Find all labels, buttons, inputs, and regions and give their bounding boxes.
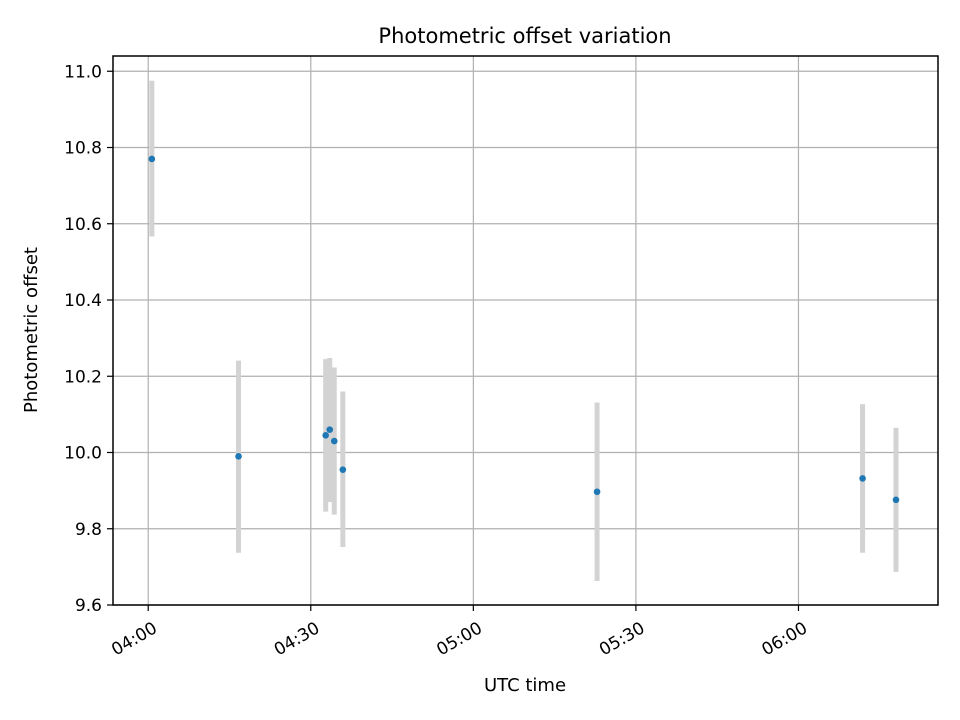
- grid: [113, 56, 938, 606]
- data-points: [148, 155, 900, 504]
- x-axis-label: UTC time: [484, 675, 566, 696]
- y-tick-label: 10.2: [64, 367, 102, 387]
- y-tick-label: 10.8: [64, 139, 102, 159]
- data-point: [593, 488, 601, 496]
- data-point: [235, 453, 242, 460]
- data-point: [859, 475, 866, 482]
- y-tick-label: 9.8: [75, 520, 102, 540]
- y-tick-label: 10.6: [64, 215, 102, 235]
- y-tick-label: 10.0: [64, 444, 102, 464]
- data-point: [892, 496, 900, 504]
- data-point: [330, 437, 338, 445]
- y-tick-label: 11.0: [64, 62, 102, 82]
- data-point: [148, 155, 156, 163]
- data-point: [339, 466, 347, 473]
- y-tick-label: 9.6: [75, 596, 102, 616]
- plot-frame: [112, 55, 939, 606]
- data-point: [322, 432, 329, 439]
- data-point: [326, 426, 334, 433]
- y-axis-label: Photometric offset: [21, 247, 42, 413]
- y-tick-label: 10.4: [64, 291, 102, 311]
- chart-title: Photometric offset variation: [378, 24, 671, 48]
